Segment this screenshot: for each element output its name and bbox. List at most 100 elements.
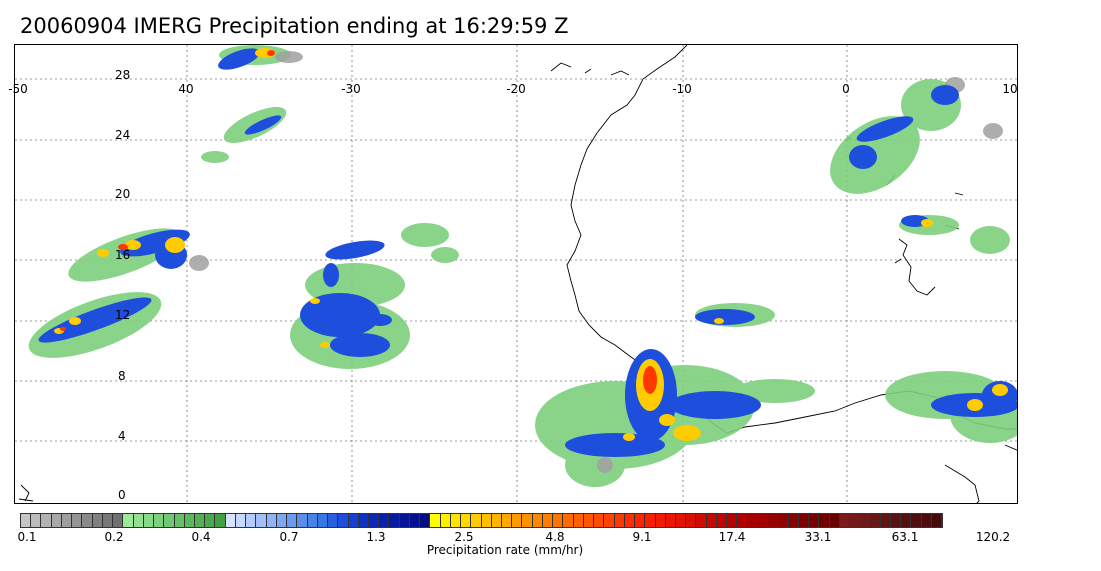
colorbar-swatch: [727, 514, 738, 527]
colorbar-swatch: [778, 514, 789, 527]
colorbar-swatch: [563, 514, 574, 527]
colorbar-tick-label: 120.2: [975, 530, 1011, 544]
colorbar-swatch: [921, 514, 932, 527]
colorbar-swatch: [420, 514, 431, 527]
colorbar-swatch: [604, 514, 615, 527]
colorbar-swatch: [829, 514, 840, 527]
colorbar-swatch: [399, 514, 410, 527]
colorbar-swatch: [624, 514, 636, 527]
colorbar-tick-label: 4.8: [545, 530, 565, 544]
colorbar-swatch: [737, 514, 748, 527]
colorbar-swatch: [184, 514, 195, 527]
colorbar-swatch: [757, 514, 769, 527]
colorbar-swatch: [307, 514, 318, 527]
lon-label-m40: 40: [178, 82, 194, 96]
colorbar-swatch: [102, 514, 114, 527]
colorbar-swatch: [246, 514, 257, 527]
map-title: 20060904 IMERG Precipitation ending at 1…: [20, 14, 569, 38]
colorbar-swatch: [317, 514, 329, 527]
colorbar-swatch: [512, 514, 523, 527]
colorbar-swatch: [328, 514, 339, 527]
colorbar-swatch: [82, 514, 93, 527]
precipitation-intense: [60, 50, 657, 394]
colorbar-swatch: [471, 514, 482, 527]
lat-label-0: 0: [118, 488, 126, 502]
lon-label-m30: -30: [341, 82, 361, 96]
colorbar-swatch: [686, 514, 697, 527]
colorbar-swatch: [798, 514, 810, 527]
colorbar-swatch: [635, 514, 646, 527]
colorbar-swatch: [645, 514, 656, 527]
colorbar-swatch: [890, 514, 902, 527]
colorbar-swatch: [819, 514, 830, 527]
colorbar-swatch: [31, 514, 42, 527]
colorbar-swatch: [440, 514, 451, 527]
colorbar-swatch: [481, 514, 492, 527]
colorbar-swatch: [522, 514, 533, 527]
colorbar-swatch: [215, 514, 226, 527]
colorbar-tick-label: 17.4: [718, 530, 746, 544]
colorbar-tick-label: 1.3: [366, 530, 386, 544]
colorbar-swatch: [573, 514, 584, 527]
colorbar-swatch: [461, 514, 472, 527]
colorbar-swatch: [655, 514, 666, 527]
colorbar-swatch: [860, 514, 871, 527]
colorbar-swatch: [133, 514, 144, 527]
colorbar-swatch: [256, 514, 267, 527]
colorbar-swatch: [747, 514, 758, 527]
lat-label-12: 12: [115, 308, 131, 322]
colorbar-swatch: [338, 514, 349, 527]
colorbar-swatch: [297, 514, 308, 527]
lat-label-16: 16: [115, 248, 131, 262]
colorbar-tick-label: 0.4: [191, 530, 211, 544]
colorbar-swatch: [430, 514, 441, 527]
precipitation-map: [14, 44, 1018, 504]
colorbar-tick-label: 63.1: [891, 530, 919, 544]
colorbar-swatch: [809, 514, 820, 527]
colorbar-swatch: [235, 514, 247, 527]
colorbar-swatch: [706, 514, 717, 527]
colorbar-swatch: [542, 514, 554, 527]
colorbar-tick-label: 2.5: [454, 530, 474, 544]
lon-label-m20: -20: [506, 82, 526, 96]
colorbar-tick-label: 33.1: [804, 530, 832, 544]
colorbar-title: Precipitation rate (mm/hr): [426, 543, 584, 557]
colorbar-swatch: [839, 514, 850, 527]
map-gridlines: [15, 45, 1017, 503]
colorbar-swatch: [716, 514, 728, 527]
colorbar-swatch: [594, 514, 605, 527]
colorbar-swatch: [72, 514, 83, 527]
lon-label-m10: -10: [672, 82, 692, 96]
colorbar-swatch: [788, 514, 799, 527]
colorbar-swatch: [450, 514, 462, 527]
lat-label-24: 24: [115, 128, 131, 142]
colorbar-swatch: [491, 514, 503, 527]
lat-label-8: 8: [118, 369, 126, 383]
colorbar-swatch: [154, 514, 165, 527]
colorbar-swatch: [51, 514, 62, 527]
colorbar-swatch: [389, 514, 400, 527]
colorbar-swatch: [768, 514, 779, 527]
colorbar-swatch: [368, 514, 380, 527]
colorbar-swatch: [92, 514, 103, 527]
precipitation-heavy: [54, 48, 1008, 441]
colorbar-swatch: [931, 514, 943, 527]
precipitation-colorbar: [20, 513, 944, 528]
colorbar-swatch: [113, 514, 124, 527]
colorbar-swatch: [123, 514, 134, 527]
lat-label-20: 20: [115, 187, 131, 201]
colorbar-swatch: [583, 514, 595, 527]
colorbar-swatch: [225, 514, 236, 527]
colorbar-swatch: [676, 514, 687, 527]
lat-label-4: 4: [118, 429, 126, 443]
colorbar-tick-label: 0.1: [17, 530, 37, 544]
colorbar-swatch: [532, 514, 543, 527]
colorbar-tick-label: 0.2: [104, 530, 124, 544]
colorbar-swatch: [348, 514, 359, 527]
colorbar-swatch: [164, 514, 175, 527]
colorbar-swatch: [409, 514, 421, 527]
coastline: [18, 45, 1017, 503]
colorbar-swatch: [502, 514, 513, 527]
colorbar-swatch: [553, 514, 564, 527]
lon-label-m50: -50: [8, 82, 28, 96]
